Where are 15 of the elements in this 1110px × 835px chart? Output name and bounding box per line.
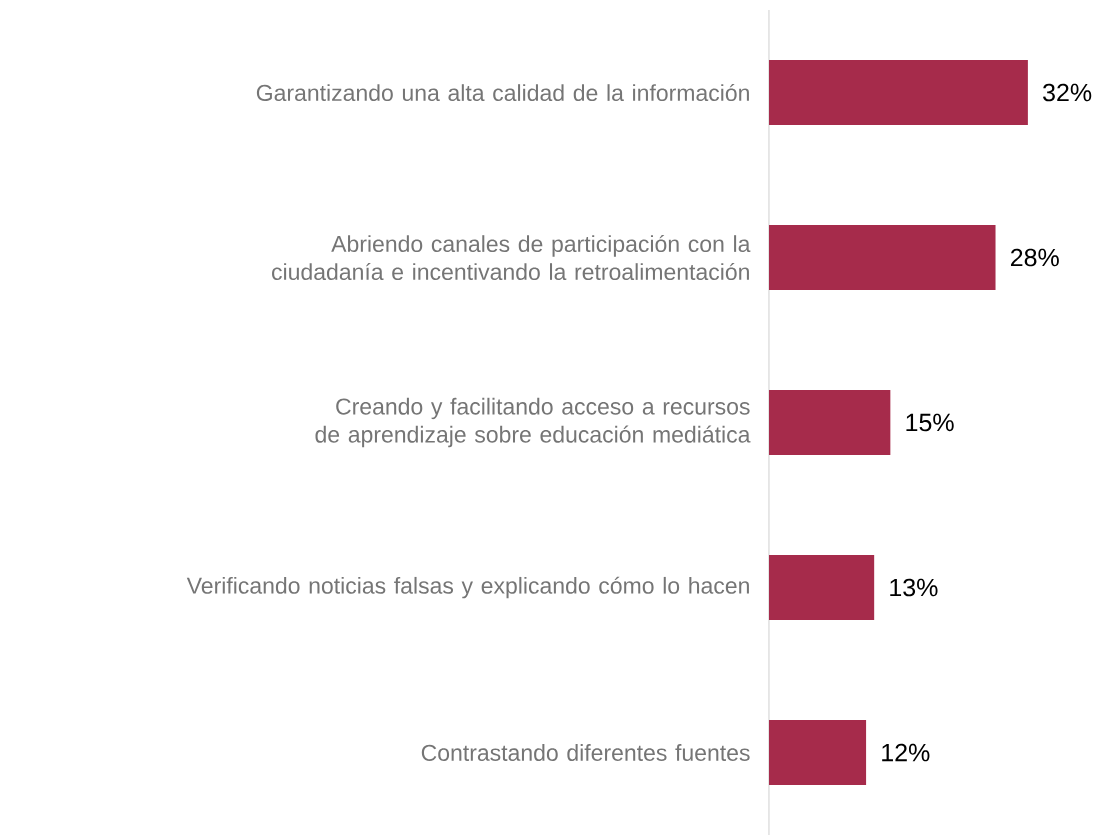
y-tick-label: Abriendo canales de participación con la ciudadanía e incentivando la retroalimentación: [272, 234, 751, 281]
data-label: 15%: [906, 413, 954, 432]
y-tick-label: Creando y facilitando acceso a recursos de aprendizaje sobre educación mediática: [315, 397, 751, 448]
y-tick-label: Garantizando una alta calidad de la información: [256, 83, 749, 102]
y-tick-label: Verificando noticias falsas y explicando cómo lo hacen: [186, 576, 749, 599]
bar: [769, 60, 1028, 126]
data-label: 32%: [1043, 83, 1092, 102]
data-label: 12%: [882, 743, 930, 762]
data-label: 13%: [890, 578, 938, 597]
bar: [769, 555, 875, 621]
bar: [769, 720, 867, 786]
bar: [769, 225, 996, 291]
y-tick-label: Contrastando diferentes fuentes: [421, 744, 750, 761]
data-label: 28%: [1010, 248, 1059, 267]
bar: [769, 390, 891, 456]
